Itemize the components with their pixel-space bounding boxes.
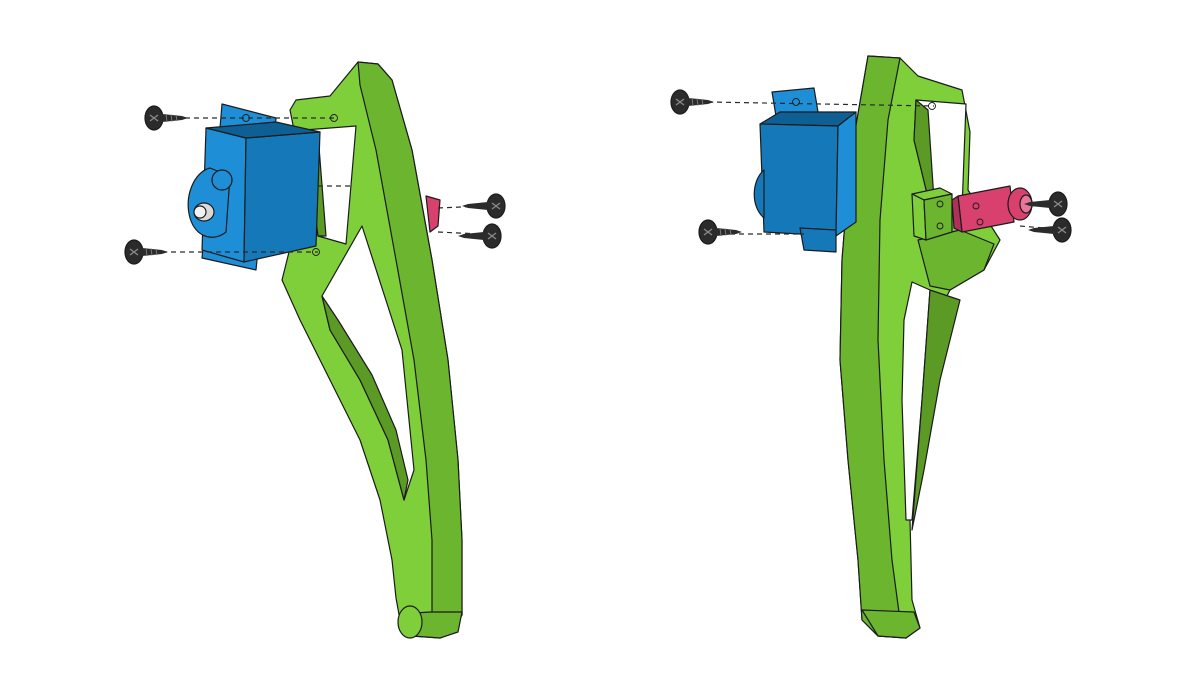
mounting-screw: [458, 223, 502, 249]
left-view: [124, 61, 506, 639]
servo-motor: [753, 87, 857, 253]
servo-bracket: [425, 195, 441, 233]
screw-icon: [458, 223, 502, 249]
leg-part: [839, 55, 1001, 639]
leg-part: [281, 61, 463, 639]
screw-icon: [462, 193, 506, 219]
screw-icon: [1024, 191, 1068, 217]
spacer-block: [911, 187, 953, 241]
screw-icon: [124, 239, 168, 265]
mounting-screw: [1028, 217, 1072, 243]
mounting-screw: [698, 219, 742, 245]
servo-bracket: [951, 185, 1033, 233]
right-view: [670, 55, 1072, 639]
mounting-screw: [462, 193, 506, 219]
servo-motor: [187, 103, 321, 271]
mounting-screw: [670, 89, 714, 115]
mounting-screw: [124, 239, 168, 265]
screw-icon: [144, 105, 188, 131]
screw-icon: [698, 219, 742, 245]
servo-horn: [193, 202, 215, 222]
screw-icon: [670, 89, 714, 115]
mounting-screw: [144, 105, 188, 131]
screw-icon: [1028, 217, 1072, 243]
mounting-screw: [1024, 191, 1068, 217]
